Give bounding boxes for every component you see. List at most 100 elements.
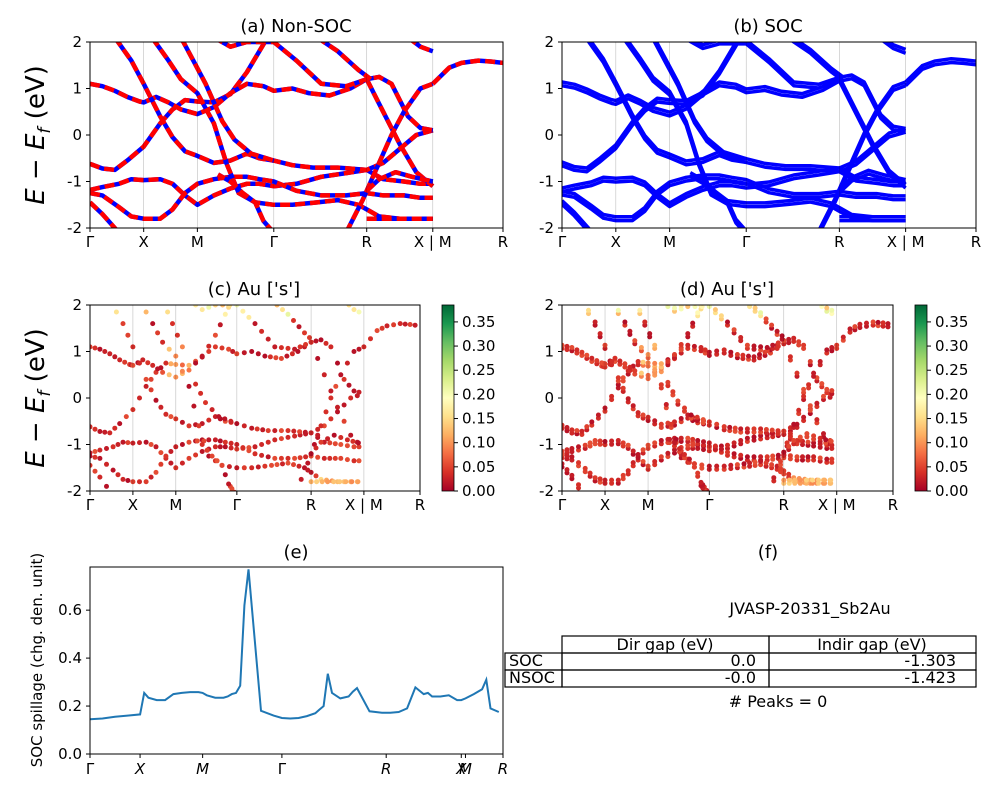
projection-point — [574, 428, 580, 434]
projection-point — [402, 321, 408, 327]
projection-point — [694, 414, 700, 420]
projection-point — [305, 460, 311, 466]
colorbar-tick-label: 0.35 — [462, 313, 495, 331]
band-line-red — [431, 58, 503, 86]
projection-point — [823, 437, 829, 443]
projection-point — [714, 421, 720, 427]
projection-point — [332, 441, 338, 447]
projection-point — [325, 436, 331, 442]
panel-c-title: (c) Au ['s'] — [208, 279, 300, 300]
projection-point — [781, 477, 787, 483]
x-tick-label: R — [306, 496, 316, 514]
projection-point — [278, 455, 284, 461]
band-line-soc — [626, 42, 906, 219]
projection-point — [361, 344, 367, 350]
projection-point — [721, 424, 727, 430]
projection-point — [712, 307, 718, 313]
projection-point — [627, 364, 633, 370]
x-tick-label: R — [498, 233, 508, 251]
x-tick-label: R — [498, 760, 508, 778]
projection-point — [315, 432, 321, 438]
projection-point — [564, 467, 570, 473]
projection-point — [166, 346, 172, 352]
projection-point — [143, 439, 149, 445]
projection-point — [92, 449, 98, 454]
projection-point — [272, 455, 278, 461]
projection-point — [718, 446, 724, 452]
projection-point — [706, 463, 712, 469]
projection-point — [318, 439, 324, 445]
projection-point — [771, 475, 777, 481]
projection-point — [796, 407, 802, 413]
x-tick-label: X — [139, 233, 149, 251]
projection-point — [652, 367, 658, 373]
projection-point — [199, 449, 205, 454]
projection-point — [817, 359, 823, 364]
projection-point — [597, 331, 603, 337]
projection-point — [262, 353, 268, 359]
projection-point — [751, 343, 757, 349]
projection-point — [254, 426, 260, 432]
projection-point — [763, 316, 769, 322]
projection-point — [335, 409, 340, 415]
projection-point — [234, 305, 240, 308]
colorbar-tick-label: 0.20 — [462, 385, 495, 403]
projection-point — [630, 403, 636, 409]
projection-point — [564, 453, 570, 459]
band-line-red — [345, 81, 434, 228]
projection-point — [564, 343, 570, 349]
colorbar-tick-label: 0.05 — [935, 458, 968, 476]
projection-point — [137, 395, 142, 401]
y-tick-label: -2 — [67, 482, 82, 500]
table-row-label-soc: SOC — [509, 651, 543, 670]
projection-point — [356, 309, 362, 315]
projection-point — [346, 305, 352, 308]
projection-point — [734, 352, 740, 357]
projection-point — [328, 388, 334, 394]
projection-point — [130, 440, 136, 446]
band-line-blue — [90, 76, 435, 188]
y-tick-label: 0.0 — [58, 745, 82, 763]
projection-point — [125, 332, 131, 338]
projection-point — [797, 434, 803, 440]
projection-point — [315, 426, 321, 432]
projection-point — [700, 417, 706, 423]
plot-frame — [561, 41, 977, 229]
projection-point — [150, 362, 156, 368]
band-line-red — [90, 42, 268, 173]
projection-point — [328, 344, 334, 350]
band-line-soc — [689, 171, 747, 228]
band-line-red — [90, 167, 433, 208]
projection-point — [690, 436, 696, 442]
projection-point — [217, 322, 223, 328]
projection-point — [344, 443, 350, 449]
table-header-dir: Dir gap (eV) — [617, 635, 714, 654]
projection-point — [625, 442, 631, 448]
projection-point — [153, 469, 159, 475]
projection-point — [272, 437, 278, 443]
projection-point — [199, 307, 205, 313]
projection-point — [695, 470, 701, 476]
colorbar-tick-label: 0.30 — [462, 337, 495, 355]
scatter-group — [562, 305, 891, 491]
x-tick-label: R — [381, 760, 391, 778]
x-tick-label: R — [971, 233, 981, 251]
projection-point — [609, 477, 615, 483]
projection-point — [234, 442, 240, 447]
projection-point — [194, 438, 200, 444]
projection-point — [744, 426, 750, 432]
projection-point — [732, 425, 738, 431]
projection-point — [620, 375, 626, 381]
y-tick-label: 0 — [544, 126, 554, 144]
projection-point — [597, 438, 603, 444]
projection-point — [216, 414, 222, 420]
projection-point — [130, 479, 136, 485]
projection-point — [278, 345, 284, 351]
projection-point — [702, 347, 708, 353]
projection-point — [143, 479, 149, 485]
projection-point — [698, 345, 704, 350]
projection-point — [775, 340, 781, 346]
projection-point — [102, 349, 108, 354]
projection-point — [308, 469, 314, 475]
projection-point — [212, 344, 218, 350]
